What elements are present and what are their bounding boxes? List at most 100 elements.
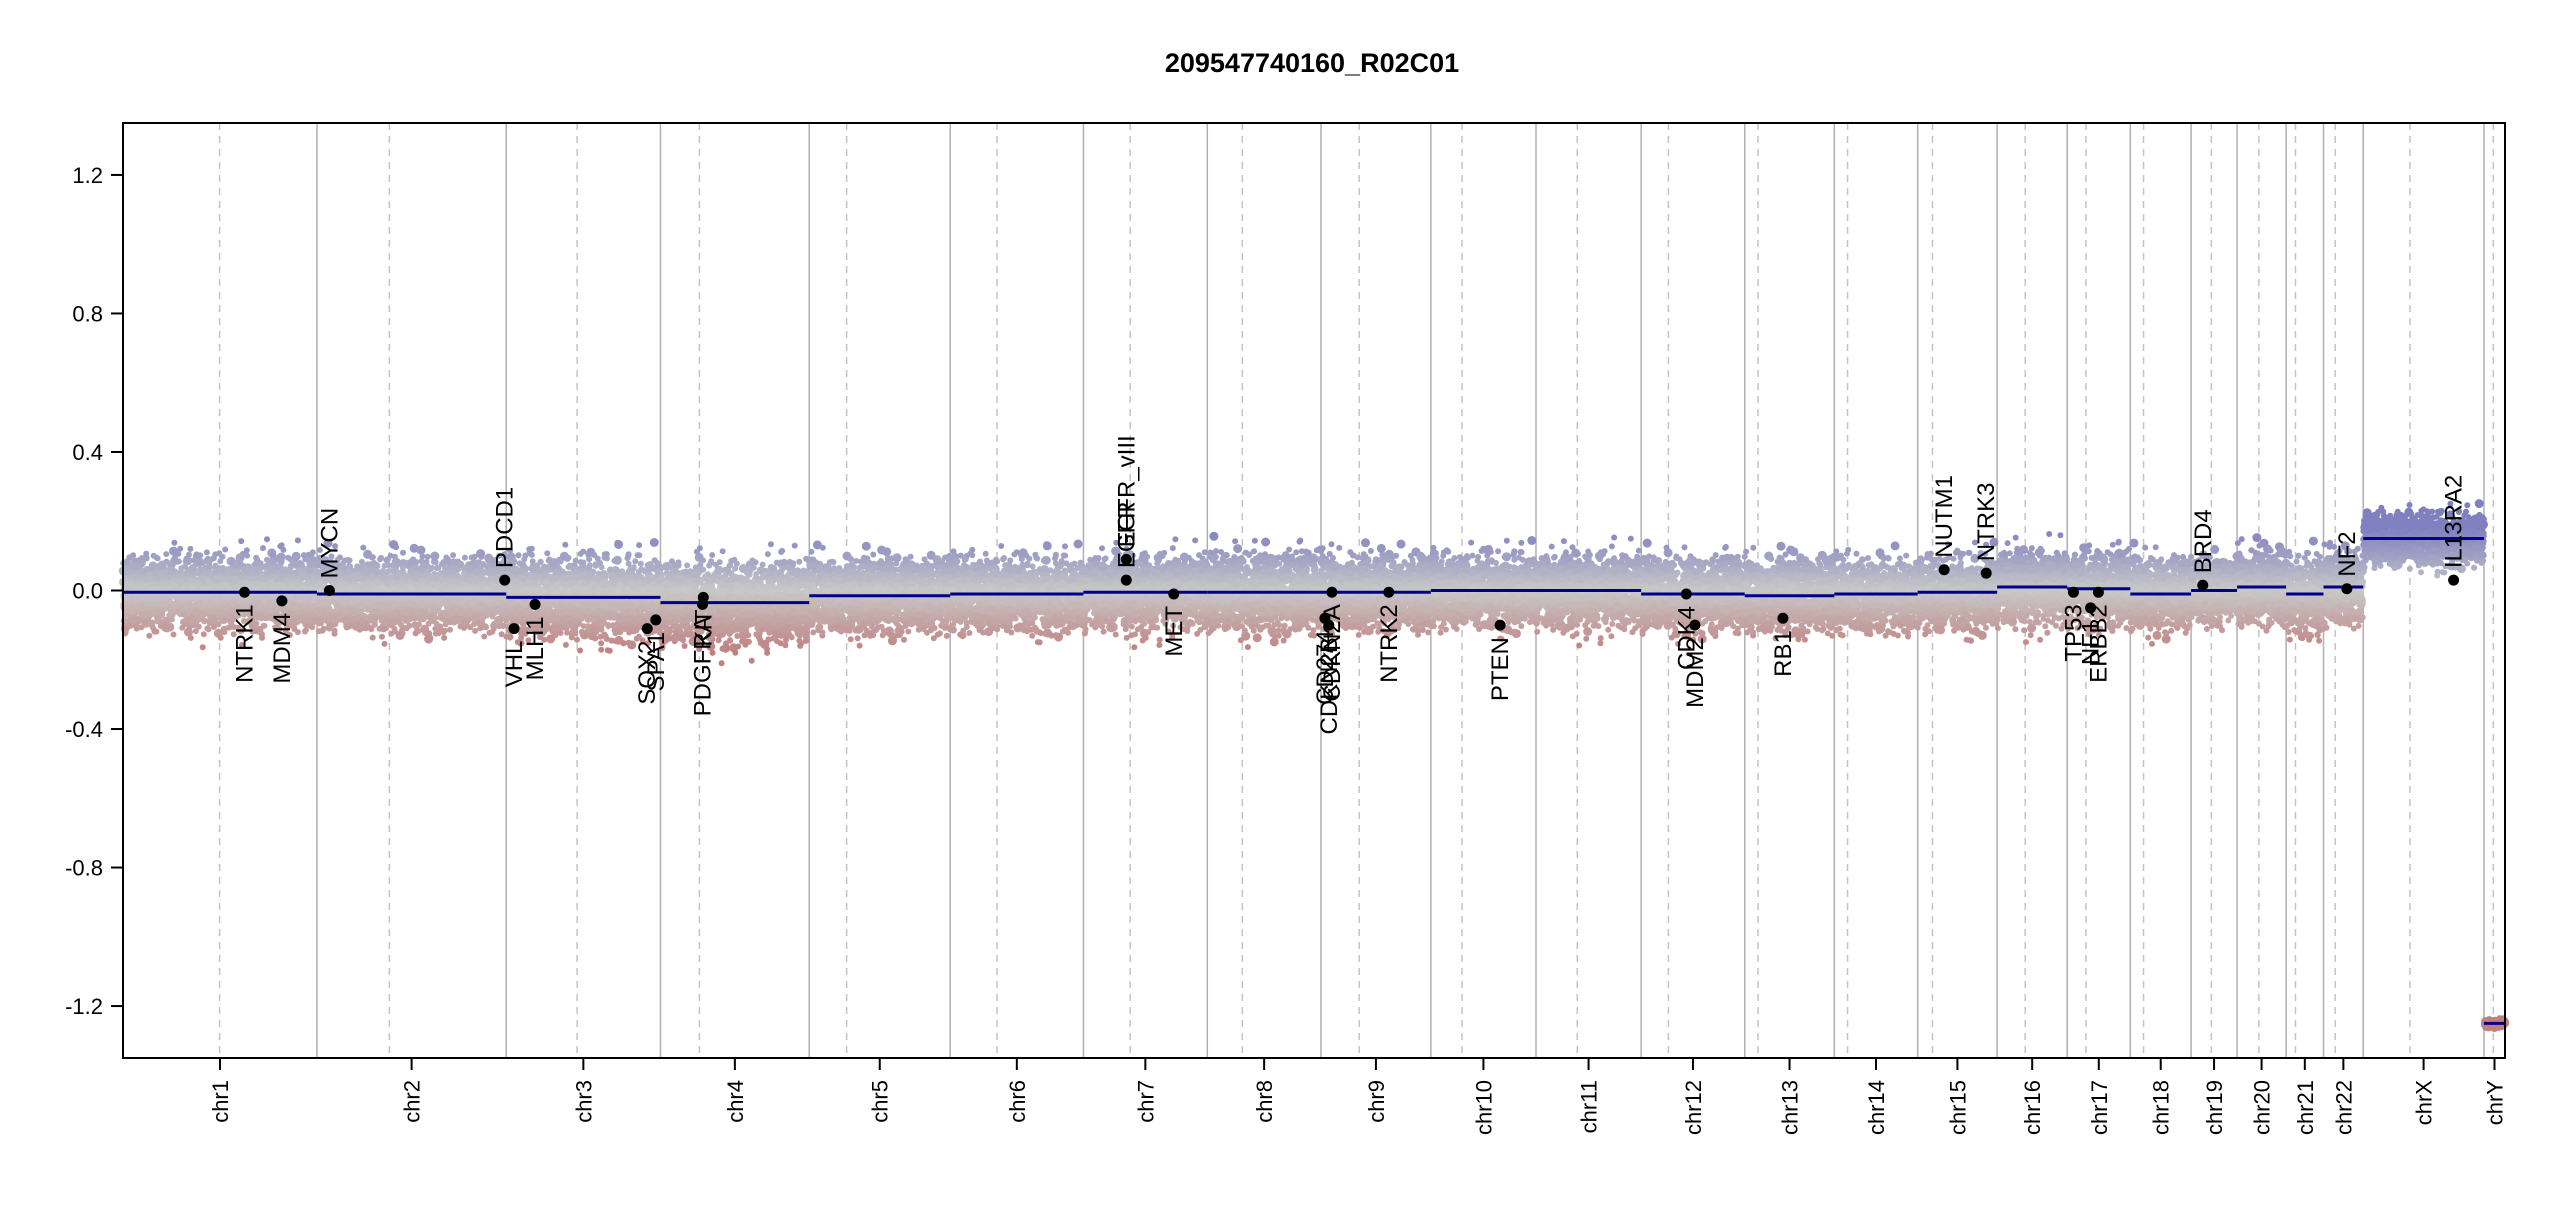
- probe-point: [146, 633, 152, 639]
- probe-point: [269, 566, 275, 572]
- probe-point: [134, 564, 140, 570]
- probe-point: [293, 569, 299, 575]
- probe-point: [182, 563, 188, 569]
- probe-point: [299, 573, 305, 579]
- probe-point: [197, 552, 203, 558]
- probe-point: [210, 556, 216, 562]
- probe-point: [400, 550, 406, 556]
- probe-point: [258, 613, 264, 619]
- probe-point: [123, 626, 129, 632]
- probe-point: [155, 555, 161, 561]
- probe-point: [301, 608, 307, 614]
- probe-point: [214, 599, 220, 605]
- probe-point: [179, 605, 185, 611]
- probe-point: [382, 641, 388, 647]
- probe-point: [198, 594, 204, 600]
- probe-point: [130, 597, 136, 603]
- probe-point: [160, 573, 166, 579]
- probe-point: [169, 547, 178, 556]
- probe-point: [213, 575, 222, 584]
- probe-point: [141, 611, 147, 617]
- probe-point: [186, 602, 192, 608]
- probe-point: [140, 560, 146, 566]
- probe-point: [136, 597, 142, 603]
- probe-point: [205, 580, 211, 586]
- probe-point: [207, 602, 213, 608]
- probe-point: [400, 565, 406, 571]
- probe-point: [280, 568, 286, 574]
- probe-point: [183, 576, 189, 582]
- probe-point: [273, 576, 279, 582]
- probe-point: [261, 623, 267, 629]
- probe-point: [207, 614, 213, 620]
- probe-point: [260, 545, 266, 551]
- probe-point: [156, 566, 162, 572]
- probe-point: [177, 574, 183, 580]
- probe-point: [163, 581, 169, 587]
- probe-point: [186, 552, 192, 558]
- probe-point: [443, 555, 449, 561]
- probe-point: [165, 618, 171, 624]
- probe-point: [270, 585, 276, 591]
- probe-point: [211, 624, 217, 630]
- probe-point: [196, 624, 202, 630]
- probe-point: [171, 609, 177, 615]
- probe-point: [171, 632, 177, 638]
- probe-point: [131, 617, 137, 623]
- probe-point: [462, 555, 468, 561]
- probe-point: [441, 635, 447, 641]
- probe-point: [144, 566, 150, 572]
- probe-point: [197, 558, 203, 564]
- probe-point: [430, 552, 439, 561]
- probe-point: [301, 552, 307, 558]
- probe-point: [379, 634, 385, 640]
- probe-point: [230, 570, 236, 576]
- probe-point: [188, 568, 194, 574]
- probe-point: [370, 554, 376, 560]
- probe-point: [198, 575, 204, 581]
- probe-point: [157, 602, 163, 608]
- probe-point: [221, 604, 227, 610]
- probe-point: [145, 621, 151, 627]
- probe-point: [222, 547, 228, 553]
- probe-point: [253, 567, 259, 573]
- probe-point: [464, 564, 470, 570]
- probe-point: [133, 574, 139, 580]
- probe-point: [287, 569, 293, 575]
- probe-point: [152, 595, 158, 601]
- probe-point: [258, 560, 264, 566]
- probe-point: [221, 629, 227, 635]
- probe-point: [187, 546, 193, 552]
- probe-point: [238, 538, 244, 544]
- probe-point: [294, 560, 300, 566]
- probe-point: [416, 546, 425, 555]
- probe-point: [201, 618, 207, 624]
- probe-point: [261, 576, 267, 582]
- probe-point: [171, 540, 177, 546]
- probe-point: [308, 612, 314, 618]
- probe-point: [252, 576, 258, 582]
- probe-point: [144, 596, 150, 602]
- probe-point: [180, 611, 186, 617]
- probe-point: [450, 552, 456, 558]
- probe-point: [167, 604, 173, 610]
- probe-point: [149, 581, 155, 587]
- probe-point: [200, 644, 206, 650]
- probe-point: [310, 549, 316, 555]
- probe-point: [152, 570, 158, 576]
- probe-point: [206, 626, 212, 632]
- probe-point: [233, 562, 239, 568]
- chart-title: 209547740160_R02C01: [1165, 48, 1459, 78]
- probe-point: [204, 549, 210, 555]
- probe-point: [289, 584, 295, 590]
- probe-point: [224, 576, 230, 582]
- probe-point: [277, 553, 286, 562]
- probe-point: [299, 614, 305, 620]
- probe-point: [203, 571, 209, 577]
- probe-point: [163, 551, 169, 557]
- probe-point: [302, 593, 308, 599]
- probe-point: [283, 578, 289, 584]
- probe-point: [130, 605, 136, 611]
- probe-point: [279, 542, 285, 548]
